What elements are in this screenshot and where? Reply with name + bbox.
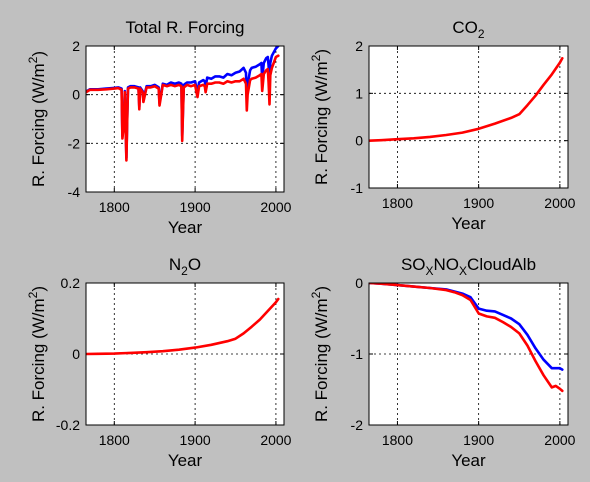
text-part: R. Forcing (W/m (29, 63, 48, 187)
y-tick-label: -2 (351, 417, 364, 433)
text-part: 2 (478, 27, 485, 41)
x-tick-label: 1800 (99, 432, 130, 448)
x-tick-label: 1900 (463, 195, 494, 211)
y-tick-label: -2 (68, 135, 81, 151)
text-part: X (459, 264, 467, 278)
text-part: ) (312, 49, 331, 55)
x-axis-label: Year (168, 451, 203, 470)
plot-frame (368, 282, 569, 426)
x-axis-label: Year (168, 218, 203, 237)
text-part: R. Forcing (W/m (312, 298, 331, 422)
text-part: ) (312, 286, 331, 292)
series-line-1 (369, 57, 564, 142)
x-tick-label: 1800 (99, 199, 130, 215)
text-part: ) (29, 286, 48, 292)
text-part: O (188, 255, 201, 274)
series-line-2 (369, 283, 564, 393)
chart-title: SOXNOXCloudAlb (401, 255, 536, 278)
chart-title: Total R. Forcing (125, 18, 244, 37)
chart-1: 1800 1900 2000 -4 -2 0 2 Total R. Forcing Year R.… (26, 18, 292, 237)
x-tick-label: 1800 (382, 195, 413, 211)
y-tick-label: -0.2 (56, 417, 80, 433)
text-part: 2 (181, 264, 188, 278)
text-part: 2 (26, 291, 40, 298)
text-part: R. Forcing (W/m (312, 61, 331, 185)
y-axis-label: R. Forcing (W/m2) (26, 286, 48, 422)
series-line-1 (86, 297, 280, 356)
text-part: 2 (309, 54, 323, 61)
x-tick-label: 1900 (180, 199, 211, 215)
y-axis-label: R. Forcing (W/m2) (309, 49, 331, 185)
y-tick-label: 0.2 (61, 275, 81, 291)
x-tick-label: 1900 (463, 432, 494, 448)
x-tick-label: 2000 (544, 432, 575, 448)
y-tick-label: 0 (72, 87, 80, 103)
x-tick-label: 2000 (544, 195, 575, 211)
text-part: CloudAlb (467, 255, 536, 274)
y-axis-label: R. Forcing (W/m2) (309, 286, 331, 422)
text-part: CO (452, 18, 478, 37)
chart-title: N2O (169, 255, 201, 278)
plot-area (368, 45, 569, 189)
y-axis-label: R. Forcing (W/m2) (26, 51, 48, 187)
x-tick-label: 2000 (260, 432, 291, 448)
text-part: N (169, 255, 181, 274)
x-tick-label: 1800 (382, 432, 413, 448)
y-tick-label: -1 (351, 180, 364, 196)
y-tick-label: -4 (68, 184, 81, 200)
plot-frame (368, 45, 569, 189)
y-tick-label: 2 (72, 38, 80, 54)
x-axis-label: Year (451, 451, 486, 470)
text-part: 2 (309, 291, 323, 298)
y-tick-label: 0 (355, 275, 363, 291)
plot-frame (85, 282, 285, 426)
text-part: 2 (26, 56, 40, 63)
y-tick-label: 2 (355, 38, 363, 54)
text-part: ) (29, 51, 48, 57)
x-tick-label: 2000 (260, 199, 291, 215)
y-tick-label: -1 (351, 346, 364, 362)
y-tick-label: 1 (355, 85, 363, 101)
text-part: SO (401, 255, 426, 274)
series-line-2 (86, 54, 280, 162)
text-part: Total R. Forcing (125, 18, 244, 37)
text-part: X (426, 264, 434, 278)
y-tick-label: 0 (72, 346, 80, 362)
text-part: R. Forcing (W/m (29, 298, 48, 422)
y-tick-label: 0 (355, 133, 363, 149)
text-part: NO (434, 255, 460, 274)
x-axis-label: Year (451, 214, 486, 233)
chart-title: CO2 (452, 18, 485, 41)
x-tick-label: 1900 (180, 432, 211, 448)
plot-frame (85, 45, 285, 193)
